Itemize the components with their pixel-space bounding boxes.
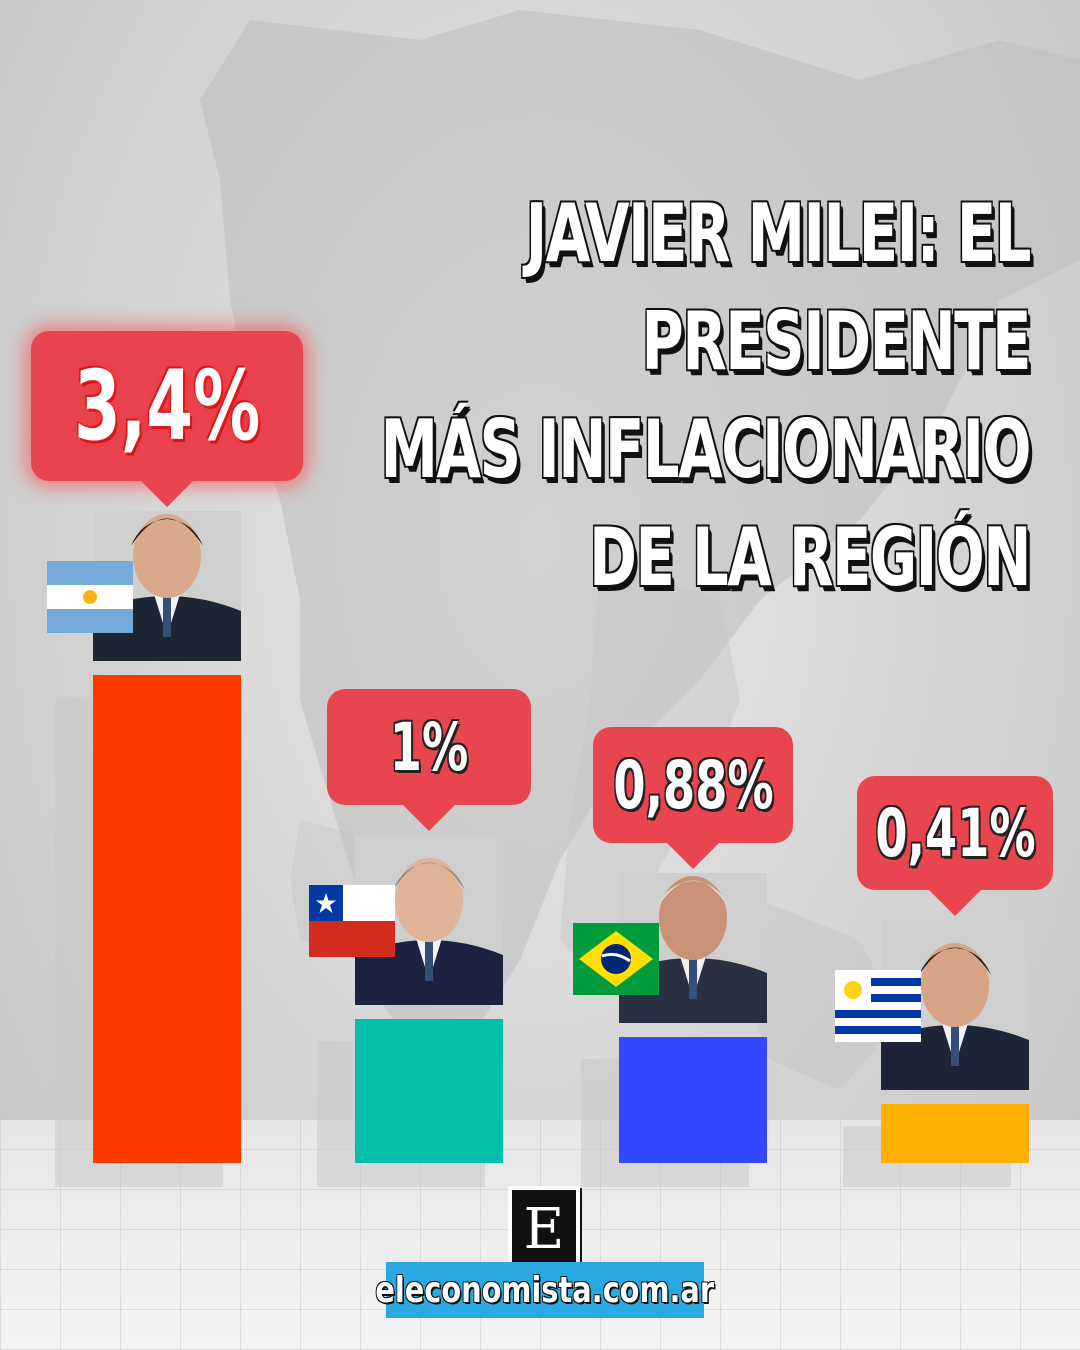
value-bubble-argentina: 3,4% — [31, 331, 303, 507]
headline: JAVIER MILEI: EL PRESIDENTE MÁS INFLACIO… — [310, 180, 1032, 612]
value-bubble-brasil: 0,88% — [593, 727, 793, 869]
headline-line-2: MÁS INFLACIONARIO — [380, 403, 1032, 496]
uruguay-flag-icon — [835, 970, 921, 1047]
chile-flag-icon — [309, 885, 395, 962]
eleconomista-logo: E — [508, 1186, 580, 1274]
headline-line-3: DE LA REGIÓN — [589, 511, 1031, 604]
headline-line-1: JAVIER MILEI: EL PRESIDENTE — [525, 187, 1032, 388]
bar-brasil — [619, 1037, 767, 1163]
value-label: 3,4% — [73, 350, 261, 462]
logo-letter: E — [523, 1197, 565, 1262]
argentina-flag-icon — [47, 561, 133, 638]
value-label: 0,88% — [612, 746, 774, 824]
value-label: 1% — [389, 708, 469, 786]
value-bubble-chile: 1% — [327, 689, 531, 831]
bar-uruguay — [881, 1104, 1029, 1163]
website-url[interactable]: eleconomista.com.ar — [375, 1269, 715, 1311]
value-bubble-uruguay: 0,41% — [857, 776, 1053, 916]
brazil-flag-icon — [573, 923, 659, 1000]
value-label: 0,41% — [874, 794, 1036, 872]
bar-chile — [355, 1019, 503, 1163]
website-badge[interactable]: eleconomista.com.ar — [376, 1262, 714, 1318]
bar-argentina — [93, 675, 241, 1163]
